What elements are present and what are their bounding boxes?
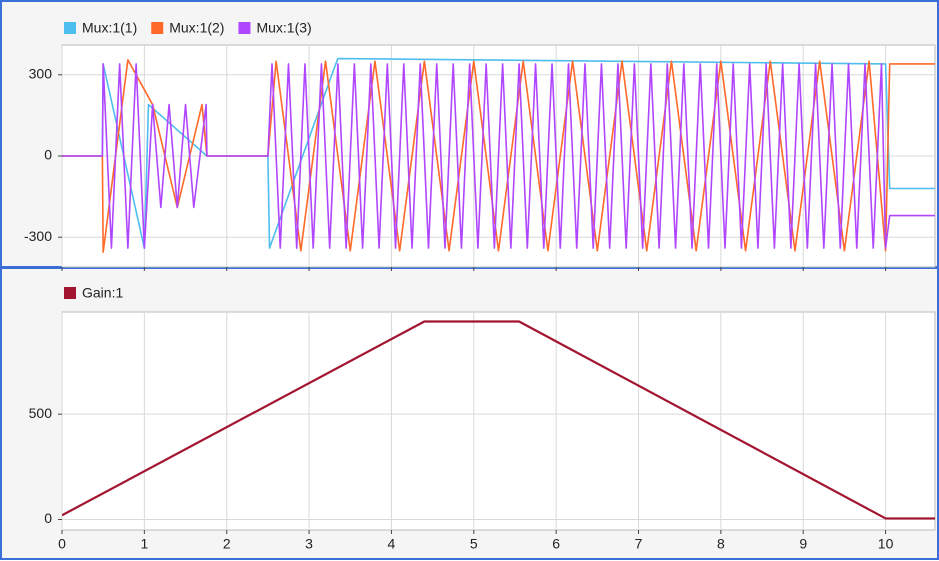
- legend-label: Gain:1: [82, 285, 123, 301]
- series-layer: [62, 320, 935, 520]
- legend-swatch: [151, 22, 164, 34]
- series-layer: [62, 57, 935, 253]
- x-tick-label: 10: [878, 536, 894, 552]
- legend-label: Mux:1(3): [256, 20, 311, 36]
- x-tick-label: 9: [799, 536, 807, 552]
- x-tick-label: 6: [552, 536, 560, 552]
- x-tick-label: 5: [470, 536, 478, 552]
- x-tick-label: 4: [388, 536, 396, 552]
- legend-swatch: [64, 287, 76, 299]
- legend-label: Mux:1(1): [82, 20, 137, 36]
- y-tick-label: 0: [44, 147, 52, 163]
- x-tick-label: 0: [58, 536, 66, 552]
- x-tick-label: 2: [223, 536, 231, 552]
- y-tick-label: 300: [29, 65, 53, 81]
- y-tick-label: 500: [29, 405, 53, 421]
- x-tick-label: 3: [305, 536, 313, 552]
- series-line: [62, 63, 935, 249]
- legend-label: Mux:1(2): [169, 20, 224, 36]
- y-tick-label: -300: [24, 228, 52, 244]
- series-line: [62, 59, 935, 253]
- legend-swatch: [64, 22, 76, 34]
- x-tick-label: 8: [717, 536, 725, 552]
- series-line: [62, 320, 935, 520]
- x-tick-label: 1: [140, 536, 148, 552]
- plot-area: [61, 311, 936, 531]
- x-tick-label: 7: [635, 536, 643, 552]
- y-tick-label: 0: [44, 510, 52, 526]
- legend-swatch: [238, 22, 251, 34]
